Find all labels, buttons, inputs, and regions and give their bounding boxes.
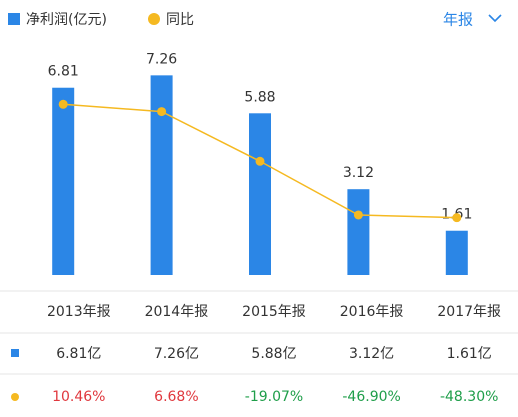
column-header: 2017年报: [437, 304, 501, 320]
line-point: [452, 213, 462, 223]
table-cell: 1.61亿: [447, 346, 492, 362]
bar: [150, 75, 173, 275]
bar: [249, 113, 271, 275]
table-cell: 6.81亿: [56, 346, 101, 362]
dropdown-arrow[interactable]: [488, 14, 502, 23]
table-cell: -46.90%: [342, 389, 400, 405]
bar-label: 6.81: [48, 64, 79, 80]
table-cell: 3.12亿: [349, 346, 394, 362]
period-selector[interactable]: 年报: [443, 11, 473, 29]
table-cell: 7.26亿: [154, 346, 199, 362]
row-marker: [11, 393, 19, 401]
table-cell: 5.88亿: [251, 346, 296, 362]
table-cell: 6.68%: [154, 389, 198, 405]
bar: [347, 189, 370, 275]
legend-label: 净利润(亿元): [26, 12, 107, 28]
bar-label: 7.26: [146, 51, 177, 67]
line-point: [58, 99, 68, 109]
line-point: [353, 210, 363, 220]
column-header: 2014年报: [145, 304, 209, 320]
table-cell: 10.46%: [52, 389, 105, 405]
bar: [52, 87, 75, 275]
bar-label: 3.12: [343, 165, 374, 181]
bar-label: 5.88: [244, 89, 275, 105]
column-header: 2013年报: [47, 304, 111, 320]
table-cell: -19.07%: [245, 389, 303, 405]
row-marker: [11, 349, 19, 357]
legend-swatch: [8, 13, 20, 25]
bar: [445, 230, 468, 275]
line-point: [255, 156, 265, 166]
column-header: 2015年报: [242, 304, 306, 320]
line-point: [157, 107, 167, 117]
legend-label: 同比: [166, 12, 194, 28]
column-header: 2016年报: [340, 304, 404, 320]
table-cell: -48.30%: [440, 389, 498, 405]
legend-swatch: [148, 13, 160, 25]
